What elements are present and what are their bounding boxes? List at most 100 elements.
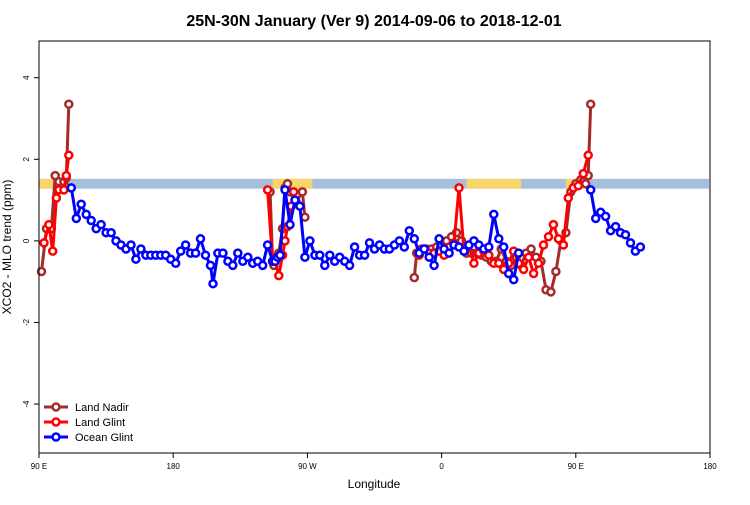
legend-label: Ocean Glint [75, 432, 133, 444]
data-point [508, 274, 519, 285]
data-point [409, 234, 420, 244]
data-point [195, 234, 206, 244]
data-point [494, 234, 504, 244]
data-point [583, 150, 593, 160]
legend-label: Land Nadir [75, 402, 129, 414]
data-point [297, 187, 308, 197]
data-point [136, 244, 146, 254]
data-point [394, 236, 405, 246]
land-band [39, 178, 54, 189]
x-tick-label: 0 [439, 462, 444, 471]
data-point [275, 250, 285, 260]
land-band [466, 178, 522, 189]
data-point [106, 227, 116, 238]
data-point [489, 209, 499, 220]
data-point [635, 242, 646, 252]
data-point [288, 187, 299, 197]
data-point [175, 246, 186, 256]
data-point [200, 250, 211, 260]
data-point [503, 268, 514, 279]
data-point [359, 250, 370, 260]
data-point [44, 219, 54, 230]
data-point [262, 185, 273, 195]
x-tick-label: 90 E [568, 462, 584, 471]
data-point [454, 183, 464, 193]
data-point [364, 238, 375, 248]
data-point [469, 258, 479, 269]
series-ocean-glint [66, 183, 646, 289]
data-point [404, 225, 415, 236]
data-point [513, 248, 524, 258]
data-point [578, 168, 589, 179]
data-point [419, 244, 429, 254]
data-point [344, 260, 355, 271]
data-point [36, 266, 47, 277]
x-tick-label: 180 [703, 462, 717, 471]
y-axis-label: XCO2 - MLO trend (ppm) [0, 180, 14, 315]
data-point [325, 250, 335, 260]
legend-marker [51, 402, 61, 412]
data-point [585, 185, 596, 195]
data-point [548, 219, 559, 230]
data-point [300, 252, 310, 262]
data-point [170, 258, 181, 269]
data-point [274, 270, 284, 281]
data-point [429, 260, 439, 271]
data-point [533, 258, 544, 269]
data-point [526, 244, 536, 254]
legend: Land Nadir Land Glint Ocean Glint [44, 402, 133, 444]
data-point [64, 99, 74, 109]
data-point [66, 183, 77, 193]
data-point [315, 250, 325, 260]
data-point [180, 240, 191, 250]
data-point [444, 248, 454, 258]
data-point [71, 213, 82, 224]
data-point [553, 234, 564, 244]
data-point [290, 195, 300, 205]
data-point [190, 248, 201, 258]
data-point [228, 260, 238, 271]
x-axis-label: Longitude [348, 477, 401, 491]
data-point [523, 252, 534, 262]
data-point [305, 236, 315, 246]
data-point [538, 240, 549, 250]
x-axis-ticks: 90 E 180 90 W 0 90 E 180 [31, 453, 717, 471]
plot-frame [38, 40, 711, 454]
data-point [131, 254, 141, 264]
data-point [126, 240, 136, 250]
data-point [295, 201, 305, 211]
data-point [543, 232, 554, 242]
series-land-glint [39, 150, 593, 281]
data-point [285, 219, 295, 230]
data-point [76, 199, 86, 209]
data-point [399, 242, 410, 252]
data-point [51, 193, 62, 203]
data-point [625, 238, 636, 248]
data-point [208, 278, 218, 289]
y-tick-label: 4 [22, 75, 31, 80]
y-tick-label: -4 [22, 400, 31, 408]
data-point [528, 268, 539, 279]
data-point [459, 246, 469, 256]
data-point [61, 170, 72, 181]
data-point [257, 260, 268, 271]
data-point [59, 185, 69, 195]
data-point [573, 181, 584, 191]
y-tick-label: 2 [22, 157, 31, 162]
y-tick-label: 0 [22, 238, 31, 243]
data-point [205, 260, 216, 271]
x-tick-label: 90 W [298, 462, 317, 471]
data-point [518, 264, 529, 275]
data-point [320, 260, 330, 271]
data-point [600, 211, 611, 222]
x-tick-label: 90 E [31, 462, 47, 471]
legend-label: Land Glint [75, 417, 125, 429]
data-point [218, 248, 228, 258]
data-point [86, 215, 96, 226]
land-band [272, 178, 313, 189]
data-point [424, 252, 434, 262]
legend-marker [51, 432, 61, 442]
ocean-band [40, 178, 709, 189]
